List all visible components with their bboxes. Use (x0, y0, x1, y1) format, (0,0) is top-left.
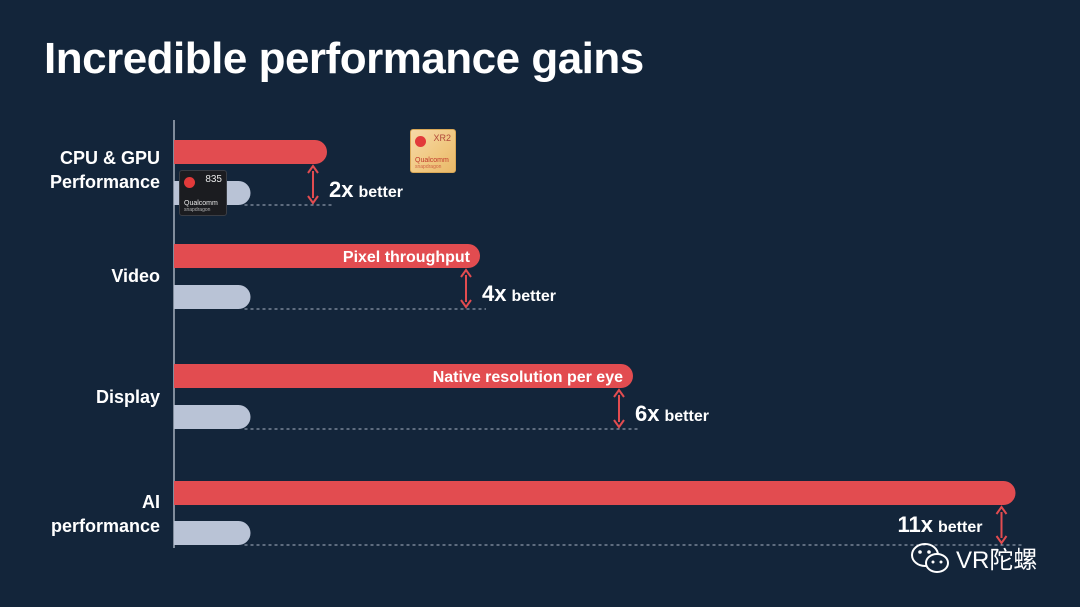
category-label-line: Performance (49, 172, 160, 192)
bar-label: Pixel throughput (343, 249, 471, 266)
snapdragon-logo-icon (415, 136, 426, 147)
bar-old (174, 405, 251, 429)
category-label-line: AI (142, 492, 160, 512)
snapdragon-835-chip-icon: 835 Qualcomm snapdragon (179, 170, 227, 216)
bar-new (174, 364, 633, 388)
arrow-head-down (307, 195, 319, 205)
improvement-label: 6x better (635, 401, 709, 426)
improvement-label: 4x better (482, 281, 556, 306)
improvement-number: 4x (482, 281, 507, 306)
category-label: CPU & GPU Performance (10, 146, 160, 194)
page-title: Incredible performance gains (44, 34, 644, 83)
arrow-head-up (307, 164, 319, 174)
improvement-word: better (938, 519, 982, 536)
category-label-line: Video (111, 266, 160, 286)
bar-new (174, 244, 480, 268)
arrow-head-down (613, 419, 625, 429)
snapdragon-xr2-chip-icon: XR2 Qualcomm snapdragon (410, 129, 456, 173)
category-label: Display (10, 385, 160, 409)
arrow-head-down (995, 535, 1008, 545)
bar-new (174, 481, 1016, 505)
category-label: AI performance (10, 490, 160, 538)
category-label-line: performance (50, 516, 160, 536)
snapdragon-logo-icon (184, 177, 195, 188)
improvement-number: 6x (635, 401, 660, 426)
arrow-head-down (460, 299, 472, 309)
chip-brand: Qualcomm (415, 157, 449, 164)
chip-model: XR2 (433, 133, 451, 143)
improvement-word: better (511, 288, 555, 305)
arrow-head-up (613, 388, 625, 398)
improvement-number: 11x (898, 512, 934, 537)
improvement-word: better (664, 408, 708, 425)
improvement-label: 2x better (329, 177, 403, 202)
improvement-label: 11x better (898, 512, 983, 537)
arrow-head-up (995, 505, 1008, 515)
wechat-icon (911, 542, 949, 573)
improvement-word: better (358, 184, 402, 201)
bar-old (174, 521, 251, 545)
category-label-line: CPU & GPU (59, 148, 160, 168)
category-label-line: Display (95, 387, 160, 407)
bar-new (174, 140, 327, 164)
chip-sub: snapdragon (415, 164, 442, 170)
bar-label: Native resolution per eye (433, 369, 623, 386)
chip-model: 835 (205, 174, 222, 185)
watermark: VR陀螺 (910, 540, 1037, 575)
arrow-head-up (460, 268, 472, 278)
category-label: Video (10, 264, 160, 288)
improvement-number: 2x (329, 177, 354, 202)
chip-sub: snapdragon (184, 207, 211, 213)
chip-brand: Qualcomm (184, 200, 218, 207)
bar-old (174, 285, 251, 309)
watermark-text: VR陀螺 (956, 547, 1038, 574)
